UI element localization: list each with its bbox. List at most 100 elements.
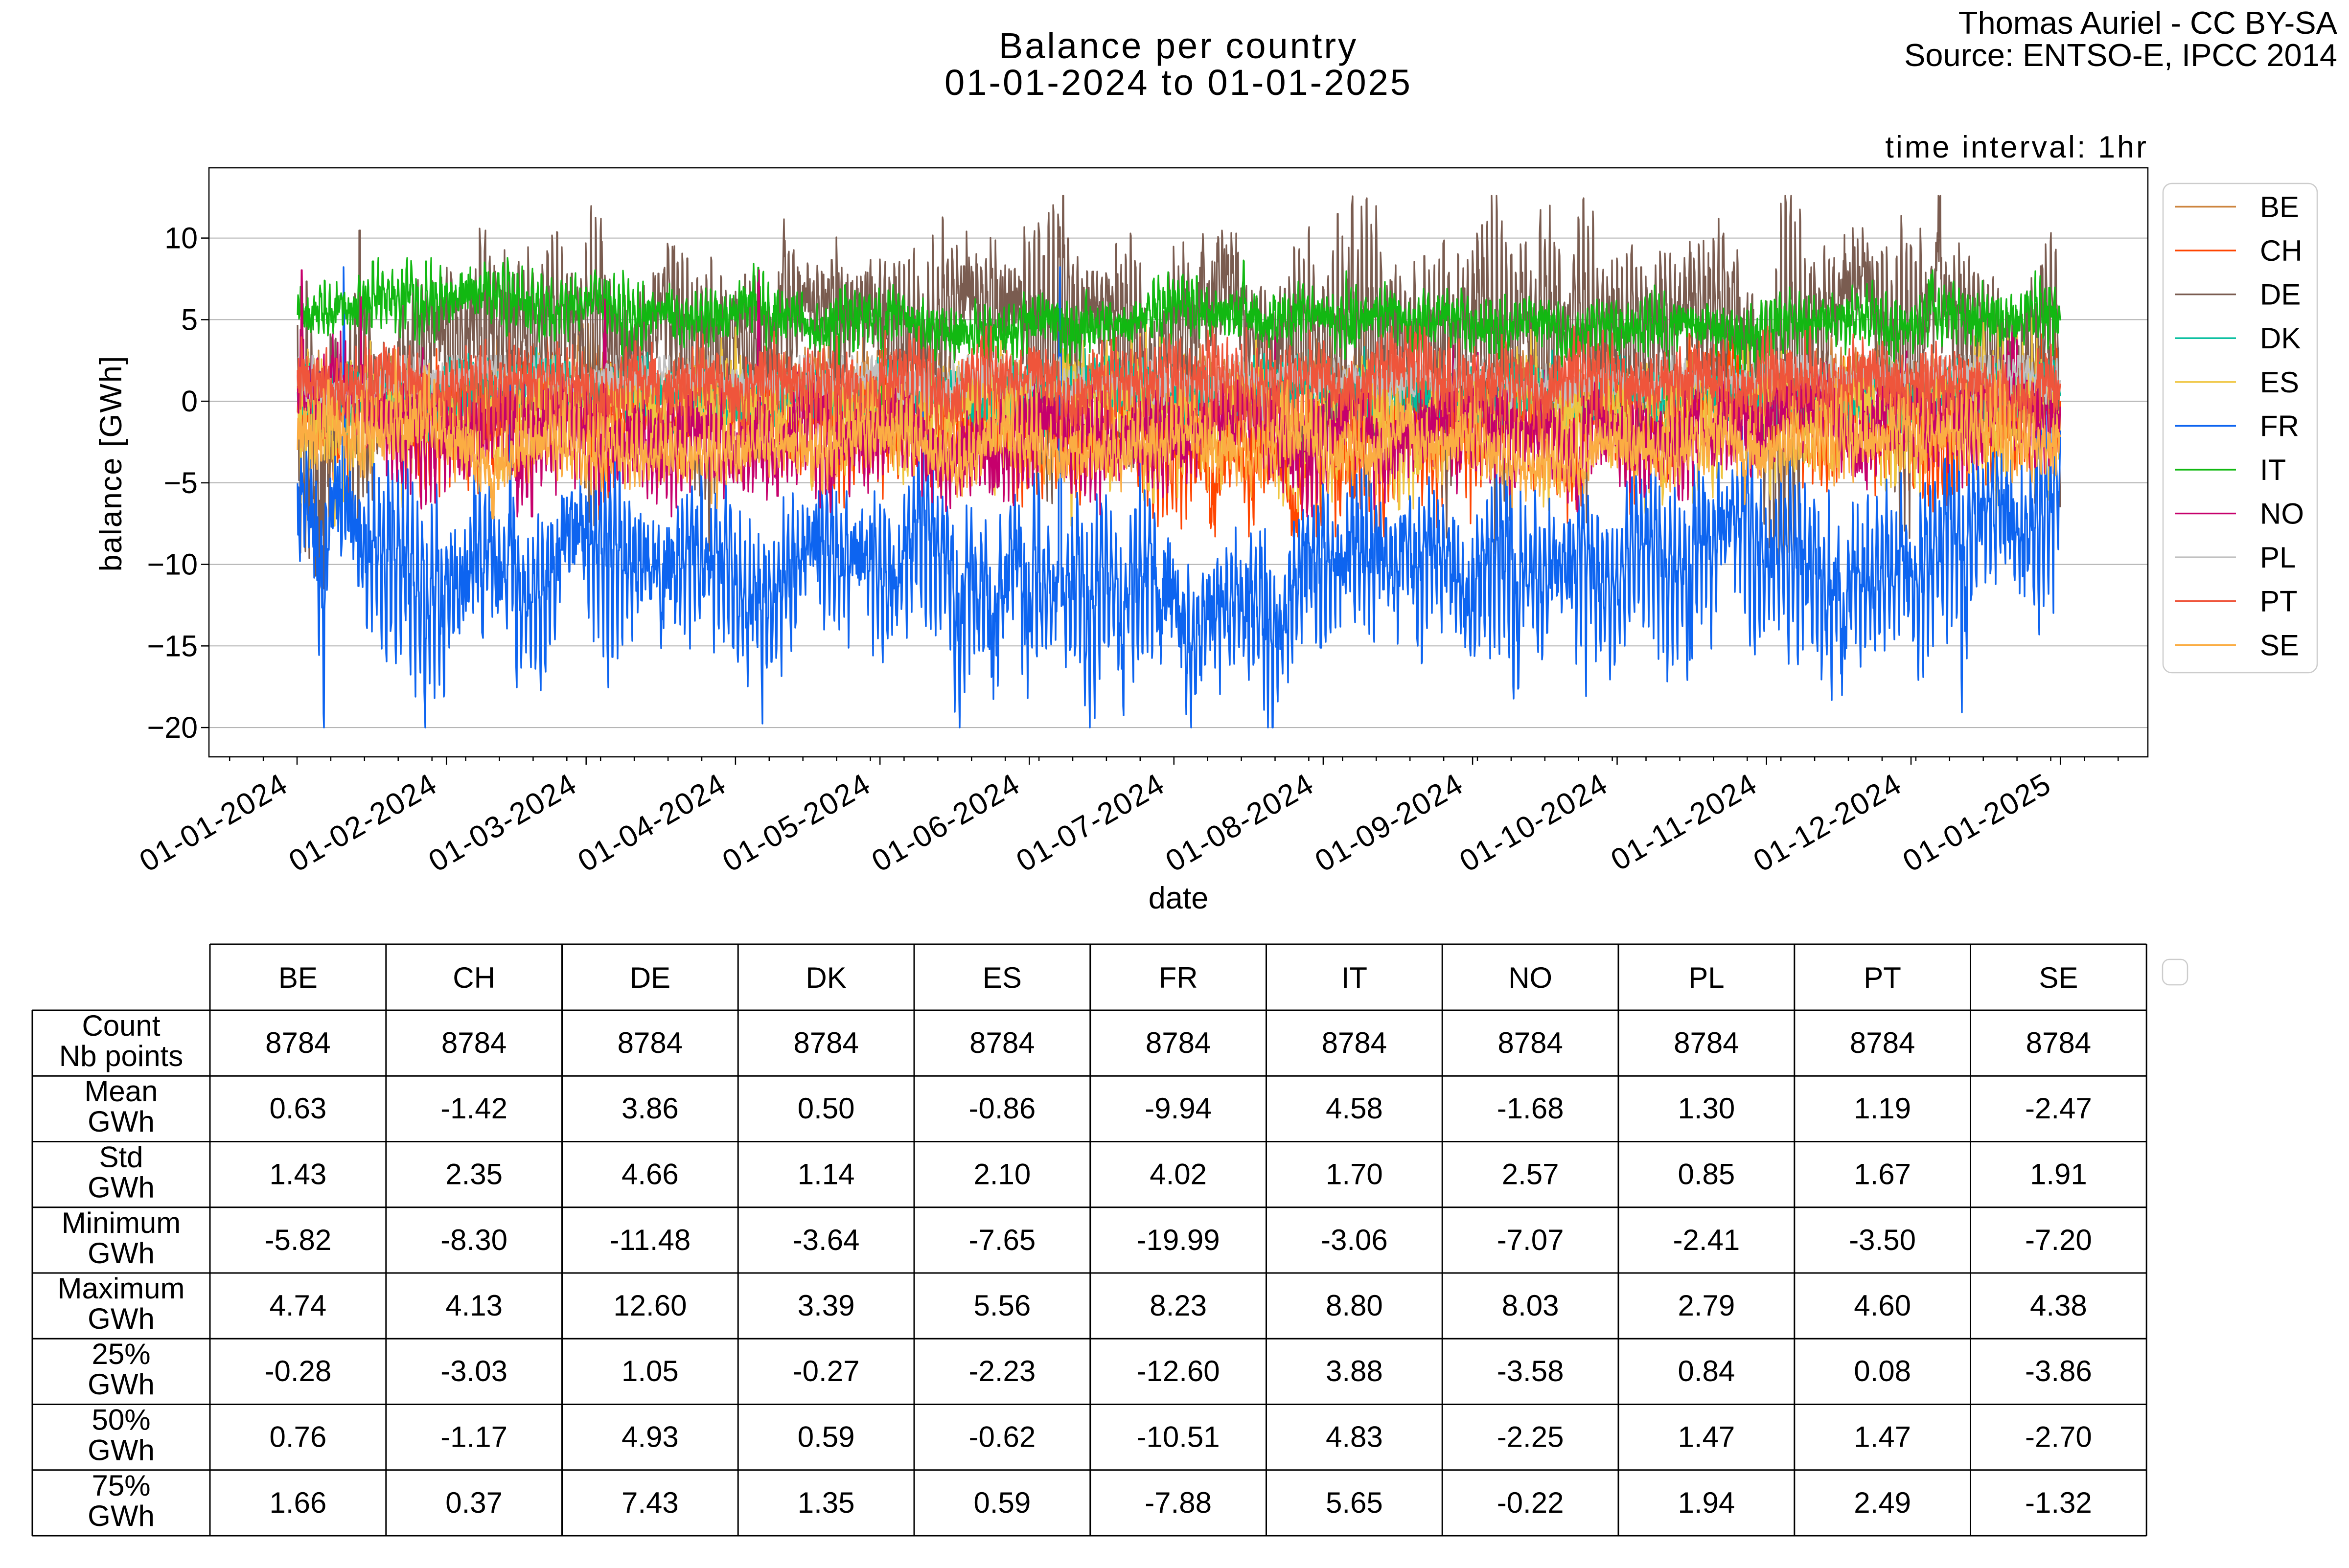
svg-text:0.76: 0.76 <box>270 1421 327 1454</box>
svg-text:1.70: 1.70 <box>1326 1158 1383 1191</box>
svg-text:1.30: 1.30 <box>1678 1092 1735 1125</box>
svg-text:-3.50: -3.50 <box>1849 1224 1916 1256</box>
svg-text:8784: 8784 <box>1497 1026 1563 1059</box>
svg-text:1.47: 1.47 <box>1854 1421 1911 1454</box>
svg-text:-8.30: -8.30 <box>440 1224 507 1256</box>
svg-text:8784: 8784 <box>969 1026 1035 1059</box>
svg-text:5.56: 5.56 <box>974 1289 1031 1322</box>
svg-text:DK: DK <box>2260 322 2301 355</box>
svg-text:BE: BE <box>2260 191 2299 224</box>
svg-text:75%: 75% <box>92 1469 150 1502</box>
svg-text:5.65: 5.65 <box>1326 1486 1383 1519</box>
svg-text:-2.70: -2.70 <box>2025 1421 2092 1454</box>
svg-text:GWh: GWh <box>88 1105 155 1138</box>
svg-text:-3.03: -3.03 <box>440 1355 507 1387</box>
svg-text:3.86: 3.86 <box>622 1092 679 1125</box>
svg-text:-3.86: -3.86 <box>2025 1355 2092 1387</box>
svg-text:0.63: 0.63 <box>270 1092 327 1125</box>
svg-text:DK: DK <box>806 961 846 994</box>
svg-text:4.58: 4.58 <box>1326 1092 1383 1125</box>
svg-text:8784: 8784 <box>1674 1026 1739 1059</box>
svg-text:DE: DE <box>630 961 670 994</box>
svg-text:-0.28: -0.28 <box>265 1355 332 1387</box>
svg-text:-5.82: -5.82 <box>265 1224 332 1256</box>
svg-text:Minimum: Minimum <box>62 1206 181 1239</box>
svg-text:0.59: 0.59 <box>798 1421 855 1454</box>
svg-text:-19.99: -19.99 <box>1137 1224 1220 1256</box>
svg-text:balance [GWh]: balance [GWh] <box>94 355 128 572</box>
svg-text:GWh: GWh <box>88 1368 155 1401</box>
svg-text:NO: NO <box>2260 498 2304 530</box>
svg-text:GWh: GWh <box>88 1302 155 1335</box>
svg-text:date: date <box>1149 881 1209 915</box>
svg-text:-1.42: -1.42 <box>440 1092 507 1125</box>
svg-text:−15: −15 <box>147 629 198 662</box>
svg-text:CH: CH <box>453 961 495 994</box>
svg-text:-1.17: -1.17 <box>440 1421 507 1454</box>
svg-text:8784: 8784 <box>793 1026 858 1059</box>
svg-text:CH: CH <box>2260 234 2303 267</box>
svg-text:12.60: 12.60 <box>613 1289 687 1322</box>
svg-text:-1.68: -1.68 <box>1497 1092 1564 1125</box>
svg-text:Maximum: Maximum <box>57 1272 184 1305</box>
svg-text:-7.65: -7.65 <box>969 1224 1036 1256</box>
svg-text:7.43: 7.43 <box>622 1486 679 1519</box>
svg-text:2.49: 2.49 <box>1854 1486 1911 1519</box>
svg-text:4.13: 4.13 <box>445 1289 503 1322</box>
svg-text:25%: 25% <box>92 1338 150 1370</box>
svg-text:1.91: 1.91 <box>2030 1158 2087 1191</box>
svg-text:ES: ES <box>2260 366 2299 399</box>
svg-text:4.38: 4.38 <box>2030 1289 2087 1322</box>
svg-text:8784: 8784 <box>265 1026 330 1059</box>
svg-text:8.03: 8.03 <box>1502 1289 1559 1322</box>
svg-text:-0.86: -0.86 <box>969 1092 1036 1125</box>
svg-text:SE: SE <box>2260 629 2299 661</box>
svg-text:0.08: 0.08 <box>1854 1355 1911 1387</box>
svg-text:0.37: 0.37 <box>445 1486 503 1519</box>
svg-text:3.88: 3.88 <box>1326 1355 1383 1387</box>
svg-text:-3.58: -3.58 <box>1497 1355 1564 1387</box>
svg-text:-0.22: -0.22 <box>1497 1486 1564 1519</box>
svg-text:−20: −20 <box>147 711 198 744</box>
svg-text:4.83: 4.83 <box>1326 1421 1383 1454</box>
svg-text:2.79: 2.79 <box>1678 1289 1735 1322</box>
svg-text:-9.94: -9.94 <box>1145 1092 1212 1125</box>
svg-text:Count: Count <box>82 1009 160 1042</box>
svg-text:8784: 8784 <box>618 1026 683 1059</box>
svg-text:FR: FR <box>1159 961 1198 994</box>
svg-text:−10: −10 <box>147 548 198 581</box>
svg-text:Source: ENTSO-E, IPCC 2014: Source: ENTSO-E, IPCC 2014 <box>1904 37 2337 73</box>
svg-text:Nb points: Nb points <box>59 1040 183 1072</box>
svg-text:−5: −5 <box>163 466 198 500</box>
svg-text:4.93: 4.93 <box>622 1421 679 1454</box>
svg-text:PL: PL <box>2260 541 2296 574</box>
svg-text:-1.32: -1.32 <box>2025 1486 2092 1519</box>
svg-text:-11.48: -11.48 <box>610 1224 691 1256</box>
svg-text:1.43: 1.43 <box>270 1158 327 1191</box>
svg-text:01-01-2024 to 01-01-2025: 01-01-2024 to 01-01-2025 <box>944 62 1412 103</box>
svg-text:1.67: 1.67 <box>1854 1158 1911 1191</box>
svg-text:IT: IT <box>1341 961 1367 994</box>
svg-text:1.05: 1.05 <box>622 1355 679 1387</box>
svg-text:GWh: GWh <box>88 1171 155 1204</box>
svg-text:-7.88: -7.88 <box>1145 1486 1212 1519</box>
svg-text:Thomas Auriel - CC BY-SA: Thomas Auriel - CC BY-SA <box>1958 5 2338 41</box>
svg-text:-2.47: -2.47 <box>2025 1092 2092 1125</box>
svg-text:4.60: 4.60 <box>1854 1289 1911 1322</box>
svg-text:0: 0 <box>181 385 198 418</box>
svg-text:IT: IT <box>2260 454 2286 486</box>
svg-text:time interval: 1hr: time interval: 1hr <box>1885 130 2148 164</box>
svg-text:1.47: 1.47 <box>1678 1421 1735 1454</box>
svg-text:-10.51: -10.51 <box>1137 1421 1220 1454</box>
svg-text:2.57: 2.57 <box>1502 1158 1559 1191</box>
svg-text:4.66: 4.66 <box>622 1158 679 1191</box>
svg-text:2.35: 2.35 <box>445 1158 503 1191</box>
svg-text:8784: 8784 <box>1850 1026 1915 1059</box>
svg-text:50%: 50% <box>92 1404 150 1436</box>
svg-text:4.02: 4.02 <box>1150 1158 1207 1191</box>
svg-text:Mean: Mean <box>84 1075 158 1108</box>
svg-text:DE: DE <box>2260 278 2301 311</box>
svg-text:8784: 8784 <box>2026 1026 2091 1059</box>
svg-text:BE: BE <box>278 961 318 994</box>
svg-text:8784: 8784 <box>1322 1026 1387 1059</box>
